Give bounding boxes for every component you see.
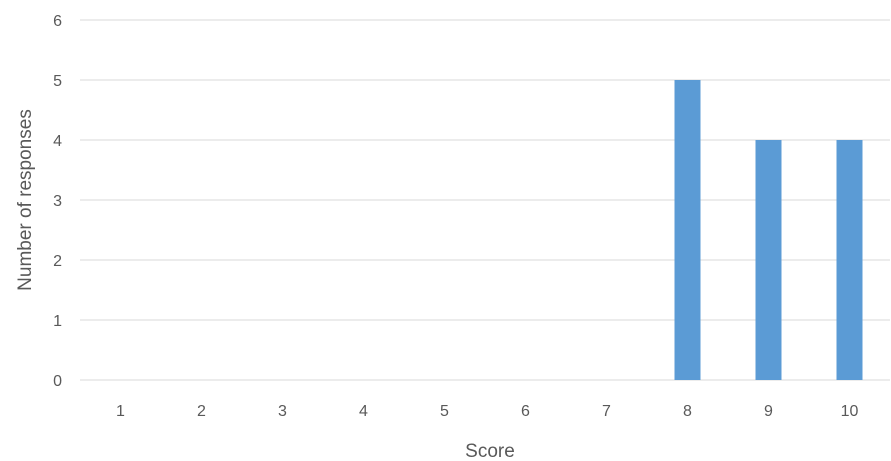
bar-score-10 [836, 140, 863, 380]
x-tick-label: 8 [683, 403, 692, 420]
bars [674, 80, 863, 380]
y-tick-label: 5 [53, 73, 62, 90]
x-tick-label: 2 [197, 403, 206, 420]
y-tick-label: 3 [53, 193, 62, 210]
x-tick-label: 7 [602, 403, 611, 420]
y-tick-label: 1 [53, 313, 62, 330]
x-tick-label: 9 [764, 403, 773, 420]
y-axis-title: Number of responses [15, 109, 36, 291]
x-tick-label: 10 [841, 403, 859, 420]
x-tick-label: 1 [116, 403, 125, 420]
x-tick-label: 6 [521, 403, 530, 420]
bar-score-8 [674, 80, 701, 380]
x-tick-label: 3 [278, 403, 287, 420]
y-axis-ticks: 0 1 2 3 4 5 6 [53, 13, 62, 390]
y-tick-label: 4 [53, 133, 62, 150]
y-tick-label: 6 [53, 13, 62, 30]
x-tick-label: 5 [440, 403, 449, 420]
x-axis-title: Score [465, 441, 515, 461]
gridlines [80, 19, 890, 381]
bar-score-9 [755, 140, 782, 380]
y-tick-label: 0 [53, 373, 62, 390]
x-tick-label: 4 [359, 403, 368, 420]
x-axis-ticks: 1 2 3 4 5 6 7 8 9 10 [116, 403, 858, 420]
y-tick-label: 2 [53, 253, 62, 270]
